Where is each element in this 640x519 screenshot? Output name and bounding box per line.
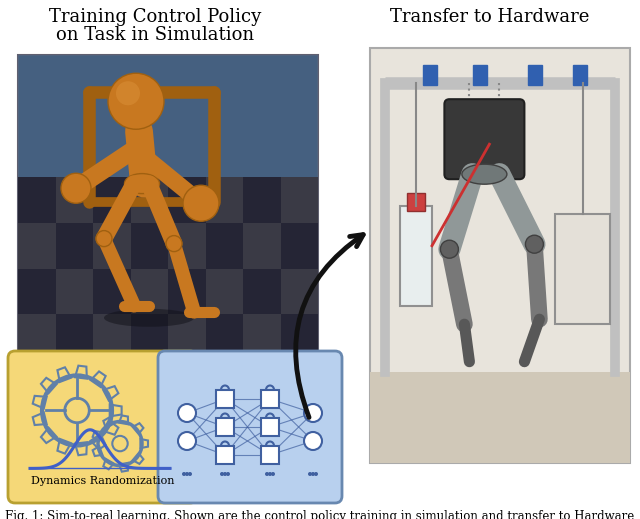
Bar [18, 287, 318, 305]
FancyBboxPatch shape [444, 99, 524, 179]
Circle shape [178, 432, 196, 450]
Bar [205, 268, 243, 314]
Bar [131, 223, 168, 268]
Bar [205, 177, 243, 223]
Bar [370, 48, 630, 463]
Bar [423, 65, 437, 85]
Bar [56, 314, 93, 360]
Bar [18, 55, 318, 177]
Bar [18, 223, 56, 268]
Bar [18, 305, 318, 323]
Bar [18, 250, 318, 268]
FancyBboxPatch shape [216, 390, 234, 408]
FancyBboxPatch shape [8, 351, 197, 503]
Circle shape [188, 472, 192, 476]
Ellipse shape [125, 173, 159, 194]
Text: Transfer to Hardware: Transfer to Hardware [390, 8, 589, 26]
Bar [18, 55, 318, 360]
Bar [168, 314, 205, 360]
Circle shape [116, 81, 140, 105]
Circle shape [311, 472, 315, 476]
Bar [280, 177, 318, 223]
Bar [473, 65, 487, 85]
Circle shape [183, 185, 219, 221]
Bar [18, 342, 318, 360]
Circle shape [308, 472, 312, 476]
Bar [18, 268, 56, 314]
Bar [370, 372, 630, 463]
Bar [131, 268, 168, 314]
Bar [400, 206, 432, 306]
Bar [407, 193, 425, 211]
Bar [528, 65, 542, 85]
Circle shape [166, 236, 182, 252]
Bar [131, 177, 168, 223]
Circle shape [525, 235, 543, 253]
Bar [56, 223, 93, 268]
Circle shape [265, 472, 269, 476]
Bar [243, 268, 280, 314]
Bar [18, 177, 318, 195]
Bar [131, 314, 168, 360]
Bar [243, 314, 280, 360]
Circle shape [314, 472, 318, 476]
Circle shape [185, 472, 189, 476]
Bar [93, 177, 131, 223]
Circle shape [96, 230, 112, 247]
FancyBboxPatch shape [261, 418, 279, 436]
Ellipse shape [462, 164, 507, 184]
Bar [18, 323, 318, 342]
Circle shape [182, 472, 186, 476]
Bar [18, 314, 56, 360]
Bar [93, 314, 131, 360]
Circle shape [108, 73, 164, 129]
Circle shape [271, 472, 275, 476]
FancyBboxPatch shape [158, 351, 342, 503]
Text: Training Control Policy: Training Control Policy [49, 8, 261, 26]
Bar [18, 268, 318, 287]
Circle shape [268, 472, 272, 476]
Circle shape [220, 472, 224, 476]
Circle shape [61, 173, 91, 203]
Text: on Task in Simulation: on Task in Simulation [56, 26, 254, 44]
Bar [280, 314, 318, 360]
Bar [168, 223, 205, 268]
FancyBboxPatch shape [216, 446, 234, 464]
Bar [18, 177, 56, 223]
Bar [168, 177, 205, 223]
Ellipse shape [104, 309, 194, 327]
Bar [243, 223, 280, 268]
Bar [93, 268, 131, 314]
Circle shape [226, 472, 230, 476]
FancyBboxPatch shape [216, 418, 234, 436]
Text: Dynamics Randomization: Dynamics Randomization [31, 476, 174, 486]
Bar [573, 65, 587, 85]
FancyBboxPatch shape [261, 446, 279, 464]
Bar [205, 223, 243, 268]
Bar [18, 214, 318, 232]
Circle shape [223, 472, 227, 476]
Bar [243, 177, 280, 223]
Text: Fig. 1: Sim-to-real learning. Shown are the control policy training in simulatio: Fig. 1: Sim-to-real learning. Shown are … [5, 510, 635, 519]
Bar [18, 195, 318, 214]
Bar [280, 223, 318, 268]
Bar [93, 223, 131, 268]
Bar [168, 268, 205, 314]
Circle shape [178, 404, 196, 422]
Circle shape [304, 404, 322, 422]
Bar [280, 268, 318, 314]
Circle shape [304, 432, 322, 450]
Bar [56, 177, 93, 223]
Bar [555, 214, 610, 324]
Bar [205, 314, 243, 360]
Bar [56, 268, 93, 314]
Circle shape [440, 240, 458, 258]
FancyBboxPatch shape [261, 390, 279, 408]
Bar [18, 232, 318, 250]
